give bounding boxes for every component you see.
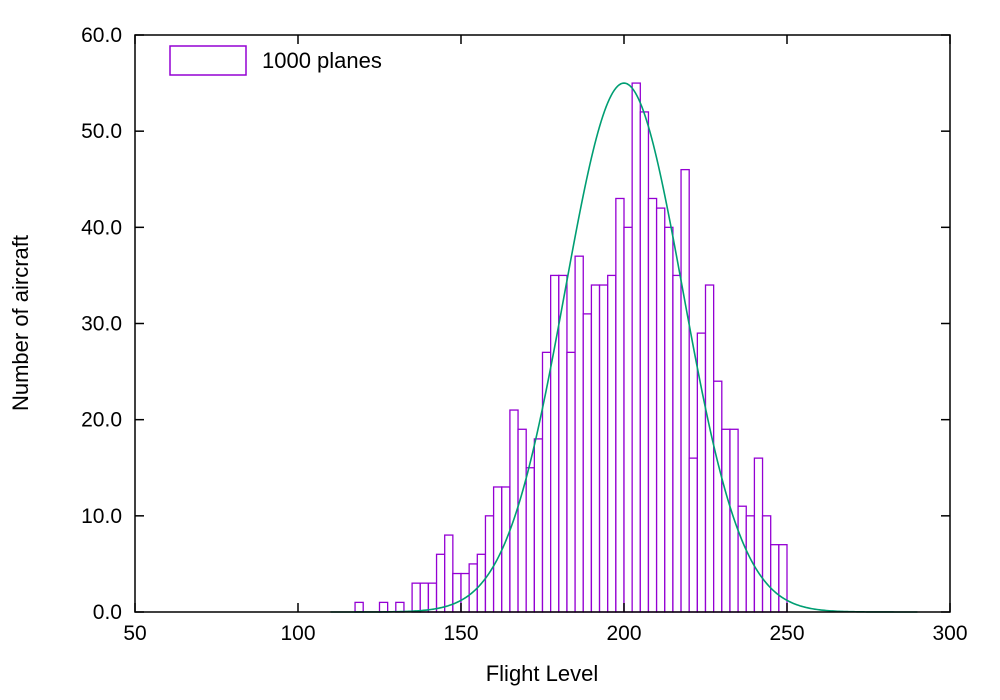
histogram-bar bbox=[590, 284, 601, 613]
histogram-bar bbox=[664, 226, 674, 613]
histogram-bar bbox=[427, 582, 438, 613]
x-tick-label: 250 bbox=[769, 622, 804, 645]
histogram-bar bbox=[713, 380, 723, 613]
histogram-bar bbox=[411, 582, 421, 613]
y-tick-label: 10.0 bbox=[81, 505, 122, 528]
histogram-bar bbox=[615, 197, 625, 613]
legend-label: 1000 planes bbox=[262, 48, 382, 73]
normal-curve bbox=[330, 82, 918, 613]
histogram-bar bbox=[753, 457, 764, 613]
histogram-bar bbox=[354, 601, 364, 613]
histogram-bar bbox=[623, 226, 633, 613]
histogram-bar bbox=[688, 457, 699, 613]
histogram-bar bbox=[639, 111, 650, 613]
x-tick-label: 300 bbox=[932, 622, 967, 645]
histogram-bar bbox=[419, 582, 430, 613]
histogram-bar bbox=[533, 438, 544, 613]
x-tick-label: 150 bbox=[443, 622, 478, 645]
x-tick-label: 50 bbox=[123, 622, 146, 645]
histogram-bar bbox=[566, 351, 576, 613]
y-tick-labels: 0.0 10.0 20.0 30.0 40.0 50.0 60.0 bbox=[81, 24, 122, 624]
x-tick-labels: 50 100 150 200 250 300 bbox=[123, 622, 967, 645]
y-tick-label: 0.0 bbox=[93, 601, 122, 624]
histogram-bars bbox=[354, 82, 788, 613]
histogram-bar bbox=[468, 563, 478, 613]
x-axis-title: Flight Level bbox=[486, 661, 599, 686]
y-tick-label: 40.0 bbox=[81, 216, 122, 239]
histogram-bar bbox=[737, 505, 747, 613]
histogram-bar bbox=[655, 207, 666, 613]
histogram-bar bbox=[607, 274, 617, 613]
histogram-bar bbox=[770, 544, 780, 613]
histogram-bar bbox=[525, 467, 536, 613]
histogram-bar bbox=[672, 274, 682, 613]
histogram-bar bbox=[558, 274, 568, 613]
histogram-bar bbox=[517, 428, 527, 613]
histogram-bar bbox=[704, 284, 715, 613]
histogram-bar bbox=[582, 313, 593, 613]
histogram-bar bbox=[761, 515, 772, 613]
y-tick-label: 60.0 bbox=[81, 24, 122, 47]
legend: 1000 planes bbox=[169, 45, 382, 76]
histogram-bar bbox=[631, 82, 641, 613]
y-tick-label: 50.0 bbox=[81, 120, 122, 143]
histogram-bar bbox=[501, 486, 511, 613]
histogram-bar bbox=[574, 255, 584, 613]
histogram-bar bbox=[378, 601, 389, 613]
y-axis-title: Number of aircraft bbox=[8, 235, 33, 411]
y-tick-label: 20.0 bbox=[81, 409, 122, 432]
y-tick-label: 30.0 bbox=[81, 313, 122, 336]
histogram-bar bbox=[395, 601, 405, 613]
histogram-bar bbox=[680, 168, 690, 613]
histogram-bar bbox=[444, 534, 454, 613]
histogram-bar bbox=[778, 544, 788, 613]
histogram-bar bbox=[647, 197, 658, 613]
histogram-bar bbox=[484, 515, 495, 613]
axis-ticks bbox=[134, 34, 951, 613]
histogram-bar bbox=[435, 553, 446, 613]
histogram-bar bbox=[460, 572, 470, 613]
x-tick-label: 100 bbox=[280, 622, 315, 645]
x-tick-label: 200 bbox=[606, 622, 641, 645]
histogram-bar bbox=[598, 284, 609, 613]
histogram-bar bbox=[721, 428, 731, 613]
histogram-bar bbox=[492, 486, 503, 613]
legend-sample-box bbox=[169, 45, 247, 76]
histogram-bar bbox=[550, 274, 560, 613]
histogram-bar bbox=[452, 572, 462, 613]
